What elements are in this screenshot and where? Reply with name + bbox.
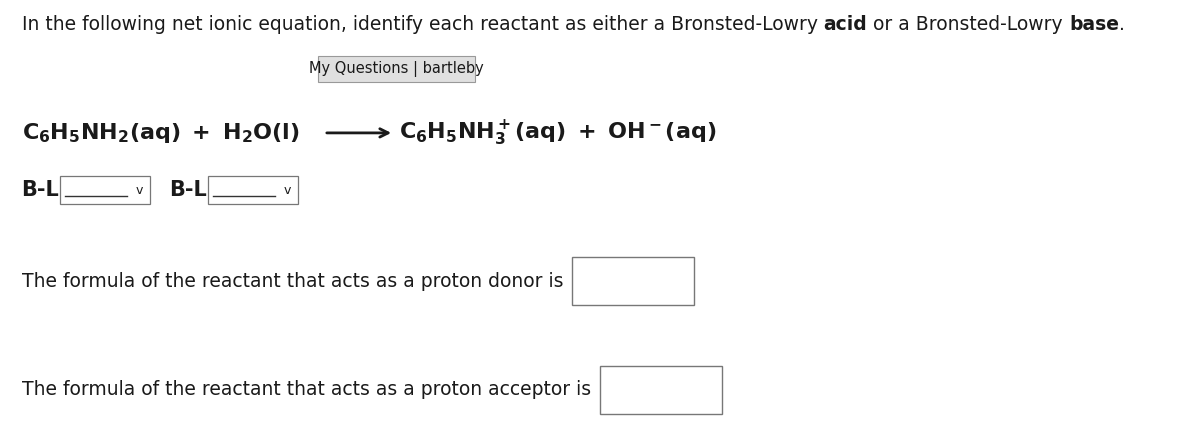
Text: B-L: B-L: [169, 180, 208, 201]
Text: .: .: [1118, 15, 1124, 34]
Text: In the following net ionic equation, identify each reactant as either a Bronsted: In the following net ionic equation, ide…: [22, 15, 823, 34]
Text: base: base: [1069, 15, 1118, 34]
Text: $\mathbf{C_6H_5NH_2(aq)\ +\ H_2O(l)}$: $\mathbf{C_6H_5NH_2(aq)\ +\ H_2O(l)}$: [22, 121, 299, 145]
Text: $\mathbf{C_6H_5NH_3^+(aq)\ +\ OH^-(aq)}$: $\mathbf{C_6H_5NH_3^+(aq)\ +\ OH^-(aq)}$: [400, 118, 716, 148]
Text: v: v: [283, 184, 290, 197]
FancyBboxPatch shape: [600, 366, 721, 414]
FancyBboxPatch shape: [60, 176, 150, 205]
FancyBboxPatch shape: [318, 56, 474, 82]
Text: The formula of the reactant that acts as a proton donor is: The formula of the reactant that acts as…: [22, 272, 563, 291]
FancyBboxPatch shape: [208, 176, 298, 205]
Text: or a Bronsted-Lowry: or a Bronsted-Lowry: [868, 15, 1069, 34]
FancyBboxPatch shape: [572, 257, 694, 305]
Text: B-L: B-L: [22, 180, 59, 201]
Text: The formula of the reactant that acts as a proton acceptor is: The formula of the reactant that acts as…: [22, 381, 590, 399]
Text: v: v: [136, 184, 143, 197]
Text: My Questions | bartleby: My Questions | bartleby: [308, 61, 484, 77]
Text: acid: acid: [823, 15, 868, 34]
